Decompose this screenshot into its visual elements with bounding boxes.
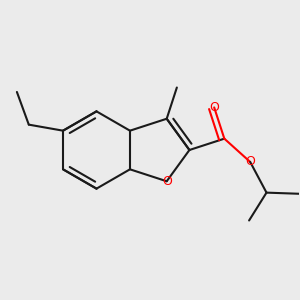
Text: O: O — [162, 175, 172, 188]
Text: O: O — [245, 155, 255, 168]
Text: O: O — [209, 101, 219, 114]
